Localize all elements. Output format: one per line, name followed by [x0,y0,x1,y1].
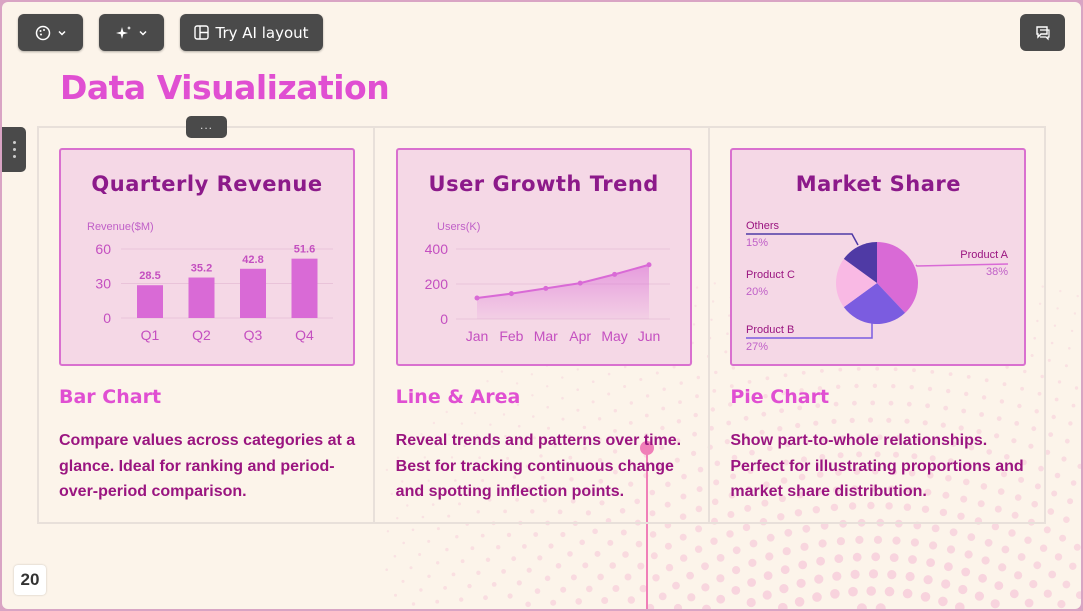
pie-slice [844,242,878,283]
data-point [646,262,652,268]
leader-line [746,233,860,246]
comment-button[interactable] [1020,14,1065,51]
slice-label: Product B [746,324,794,336]
try-ai-layout-label: Try AI layout [215,23,309,42]
try-ai-layout-button[interactable]: Try AI layout [180,14,323,51]
ai-menu-button[interactable] [99,14,164,51]
x-tick-label: Apr [569,328,591,344]
y-tick-label: 30 [95,276,111,292]
y-tick-label: 0 [440,311,448,327]
data-point [577,280,583,286]
y-tick-label: 60 [95,241,111,257]
chart-card-title: User Growth Trend [428,172,659,196]
trend-line [476,263,649,299]
leader-line [746,320,874,339]
chart-type-description: Reveal trends and patterns over time. Be… [395,432,682,500]
chart-card-pie[interactable]: Market Share Product A 38% Product B 27% Pro… [730,148,1027,366]
y-tick-label: 0 [103,310,111,326]
x-tick-label: Q3 [244,327,263,343]
pie-slice [877,242,919,313]
page-title[interactable]: Data Visualization [60,68,390,107]
pie-chart: Product A 38% Product B 27% Product C 20% Othe… [746,220,1009,353]
chart-card-title: Market Share [795,172,961,196]
theme-menu-button[interactable] [18,14,83,51]
palette-icon [35,25,50,40]
chart-card-title: Quarterly Revenue [91,172,323,196]
data-label: 42.8 [242,254,263,266]
grid-column-line[interactable]: User Growth Trend Users(K) 0 200 400 Jan Feb M… [375,128,711,522]
chart-card-line[interactable]: User Growth Trend Users(K) 0 200 400 Jan Feb M… [395,148,692,366]
bar [188,277,215,318]
pie-slice [844,283,906,324]
sparkle-icon [115,25,131,39]
slice-percent: 20% [746,286,768,298]
slice-percent: 27% [746,341,768,353]
chart-type-name: Pie Chart [730,386,830,408]
bar [137,285,163,318]
slice-label: Product A [961,249,1009,261]
x-tick-label: Q4 [295,327,314,343]
chart-type-name: Line & Area [395,386,521,408]
x-tick-label: Jan [465,328,488,344]
bar-chart: Revenue($M) 0 30 60 28.5 Q1 35.2 Q2 42.8 Q3 51.6 Q4 [87,221,333,343]
chart-type-description: Compare values across categories at a gl… [59,432,356,500]
data-point [474,295,480,301]
slice-percent: 15% [746,237,768,249]
data-point [611,271,617,277]
data-point [508,291,514,297]
bar [240,268,266,318]
grid-column-bar[interactable]: Quarterly Revenue Revenue($M) 0 30 60 28.5 Q1… [39,128,375,522]
data-label: 51.6 [294,244,315,256]
leader-line [915,263,1009,267]
x-tick-label: Q1 [141,327,160,343]
layout-icon [194,25,210,40]
chevron-down-icon [57,30,66,36]
grid-column-pie[interactable]: Market Share Product A 38% Product B 27% Pro… [710,128,1044,522]
chevron-down-icon [138,30,147,36]
x-tick-label: Mar [533,328,557,344]
data-label: 35.2 [191,263,212,275]
x-tick-label: May [601,328,627,344]
area-fill [476,264,649,319]
side-drag-handle[interactable] [2,127,26,172]
data-point [542,285,548,291]
y-axis-label: Revenue($M) [87,221,154,233]
slice-label: Product C [746,269,795,281]
chart-types-grid[interactable]: Quarterly Revenue Revenue($M) 0 30 60 28.5 Q1… [37,126,1046,524]
comment-icon [1035,25,1050,40]
x-tick-label: Q2 [192,327,211,343]
chart-type-name: Bar Chart [59,386,162,408]
y-tick-label: 400 [424,241,448,257]
pie-slice [836,258,878,308]
slice-label: Others [746,220,780,232]
data-label: 28.5 [139,270,160,282]
page-number: 20 [14,565,46,595]
drag-handle[interactable]: ... [186,116,227,138]
y-axis-label: Users(K) [437,221,480,233]
x-tick-label: Feb [499,328,523,344]
chart-card-bar[interactable]: Quarterly Revenue Revenue($M) 0 30 60 28.5 Q1… [59,148,355,366]
chart-type-description: Show part-to-whole relationships. Perfec… [730,432,1024,500]
slice-percent: 38% [986,266,1008,278]
y-tick-label: 200 [424,276,448,292]
line-area-chart: Users(K) 0 200 400 Jan Feb Mar Apr May Jun [424,221,670,344]
x-tick-label: Jun [637,328,660,344]
bar [291,258,318,318]
